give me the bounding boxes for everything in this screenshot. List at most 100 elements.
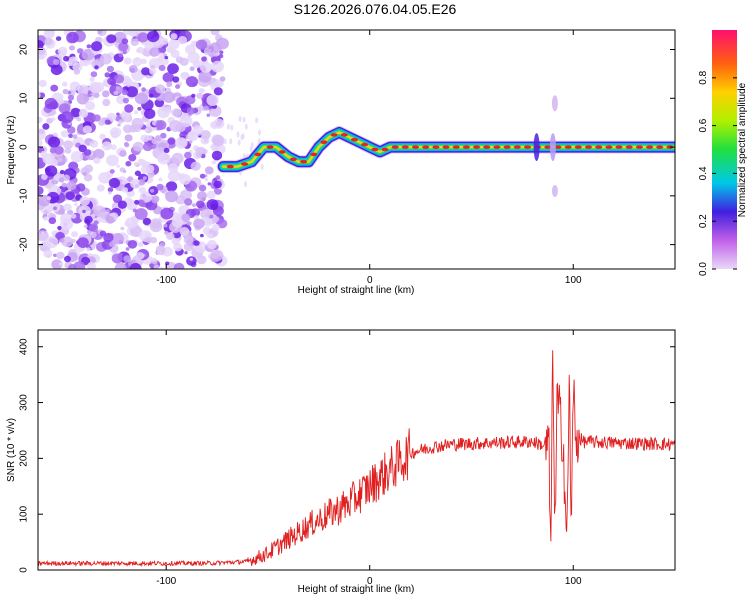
noise-blob	[157, 152, 171, 165]
bottom-xtick-label: -100	[156, 576, 176, 587]
noise-blob	[123, 57, 132, 65]
noise-blob	[57, 46, 68, 56]
noise-blob	[85, 101, 96, 111]
frequency-track	[216, 95, 675, 197]
noise-blob	[44, 97, 58, 110]
noise-blob	[89, 140, 99, 148]
noise-blob	[149, 64, 156, 70]
noise-blob	[213, 187, 222, 195]
noise-blob	[42, 123, 50, 130]
noise-blob	[71, 231, 78, 238]
noise-blob	[175, 137, 188, 149]
noise-blob	[70, 107, 81, 118]
noise-blob	[60, 218, 74, 231]
track-peak	[226, 164, 234, 169]
top-xtick-label: 0	[367, 275, 373, 286]
noise-blob	[50, 84, 59, 92]
noise-blob	[137, 106, 142, 111]
noise-blob	[52, 132, 58, 137]
noise-blob	[121, 187, 129, 193]
track-peak	[340, 133, 348, 137]
noise-blob	[79, 196, 90, 206]
top-y-axis-label: Frequency (Hz)	[6, 116, 17, 185]
noise-blob	[134, 92, 148, 105]
snr-series-line	[38, 350, 675, 567]
noise-blob	[120, 226, 125, 231]
noise-blob	[173, 243, 183, 252]
noise-blob	[137, 199, 145, 207]
noise-blob	[52, 58, 60, 66]
noise-blob	[70, 213, 77, 219]
noise-blob	[129, 30, 137, 37]
noise-blob	[193, 218, 205, 229]
noise-blob	[67, 126, 76, 134]
noise-blob	[164, 56, 169, 60]
track-peak	[646, 145, 654, 149]
noise-blob	[60, 111, 74, 124]
noise-blob	[181, 213, 191, 222]
noise-blob	[148, 93, 154, 98]
noise-blob	[185, 44, 196, 55]
noise-blob	[206, 113, 211, 117]
noise-blob	[170, 33, 178, 40]
noise-blob	[57, 157, 63, 163]
noise-blob	[111, 253, 123, 264]
noise-blob	[260, 163, 264, 170]
noise-blob	[142, 217, 151, 226]
track-peak	[412, 145, 419, 149]
colorbar-tick-label: 0.6	[698, 118, 709, 132]
noise-blob	[125, 160, 132, 167]
noise-blob	[67, 91, 72, 95]
noise-blob	[125, 247, 130, 251]
noise-blob	[116, 112, 120, 116]
noise-blob	[88, 223, 99, 232]
track-peak	[371, 147, 379, 152]
noise-blob	[133, 162, 139, 167]
noise-blob	[77, 48, 83, 54]
track-peak	[452, 145, 460, 149]
noise-blob	[124, 134, 133, 142]
noise-blob	[165, 190, 179, 203]
noise-blob	[66, 31, 79, 44]
noise-blob	[44, 167, 51, 173]
noise-blob	[61, 188, 66, 193]
noise-blob	[197, 191, 207, 201]
bottom-x-axis-label: Height of straight line (km)	[298, 584, 415, 595]
bottom-ytick-label: 0	[19, 567, 30, 573]
track-peak	[300, 159, 308, 164]
noise-blob	[94, 65, 99, 70]
track-peak	[391, 145, 399, 149]
noise-blob	[211, 150, 223, 161]
noise-blob	[110, 144, 117, 150]
track-peak	[503, 145, 511, 149]
noise-blob	[106, 216, 115, 224]
noise-blob	[218, 53, 224, 59]
noise-blob	[93, 157, 101, 164]
noise-blob	[136, 49, 140, 53]
noise-blob	[41, 174, 48, 180]
noise-blob	[175, 56, 184, 64]
track-peak	[361, 142, 369, 147]
noise-blob	[132, 141, 144, 152]
noise-blob	[147, 30, 160, 43]
noise-blob	[158, 177, 163, 182]
noise-blob	[171, 152, 184, 164]
noise-blob	[137, 241, 144, 247]
noise-blob	[84, 215, 93, 224]
noise-scatter	[38, 30, 264, 269]
track-peak	[554, 145, 562, 149]
noise-blob	[207, 233, 214, 239]
noise-blob	[113, 74, 125, 84]
noise-blob	[206, 94, 219, 107]
colorbar-tick-label: 0.8	[698, 70, 709, 84]
bottom-xtick-label: 100	[565, 576, 582, 587]
noise-blob	[130, 225, 143, 237]
noise-blob	[123, 255, 132, 263]
noise-blob	[163, 147, 170, 153]
noise-blob	[59, 238, 65, 243]
noise-blob	[124, 142, 130, 148]
noise-blob	[38, 93, 41, 98]
top-xtick-label: -100	[156, 275, 176, 286]
noise-blob	[155, 120, 167, 130]
